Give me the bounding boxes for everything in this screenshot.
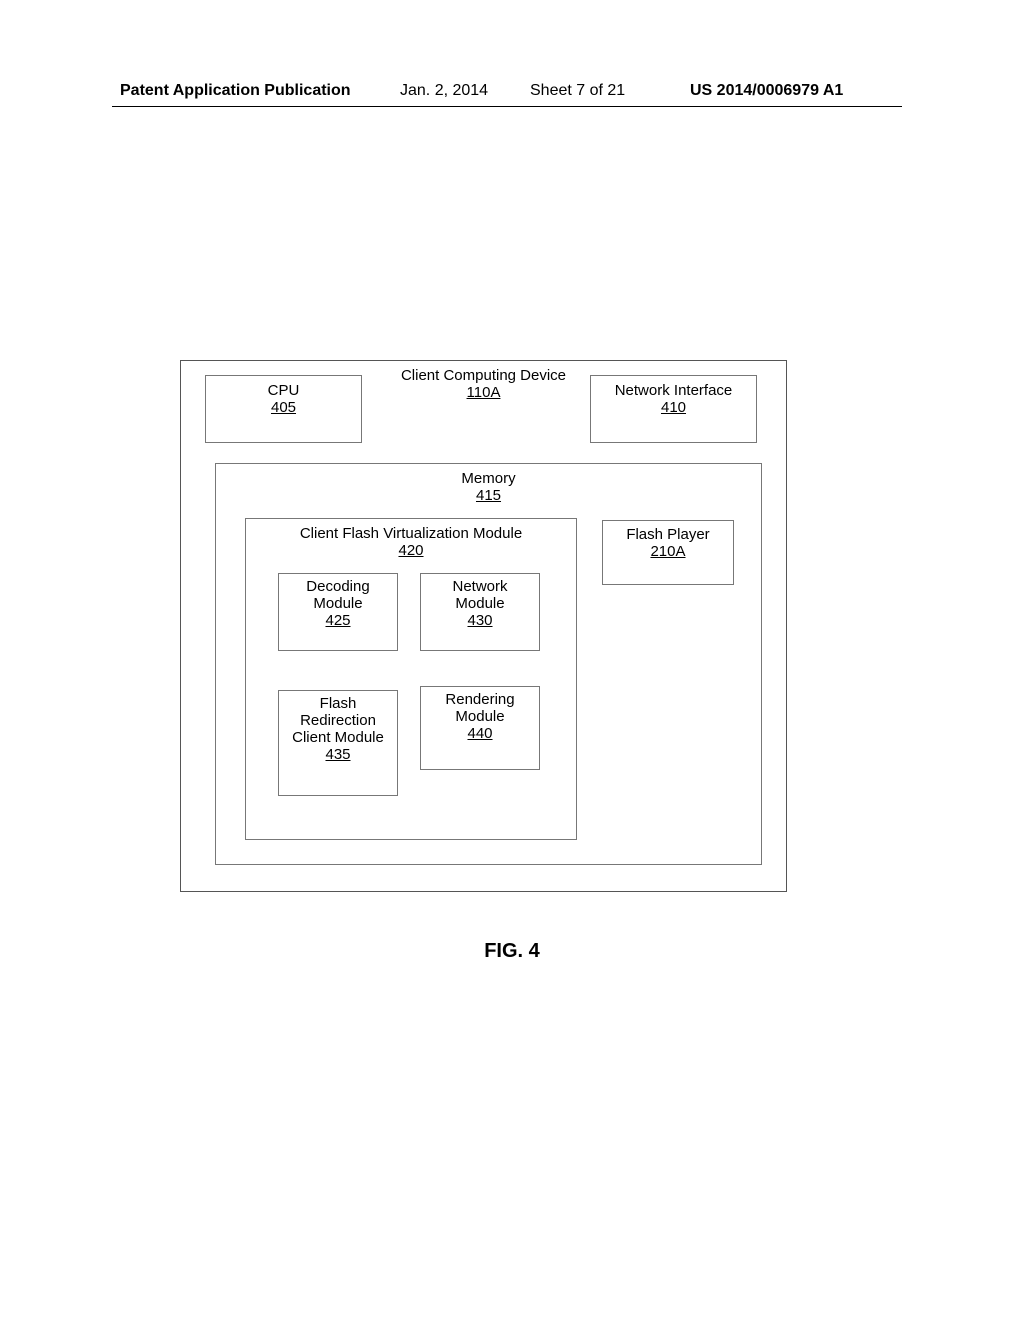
memory-ref: 415 <box>216 487 761 504</box>
flash-player-box: Flash Player 210A <box>602 520 734 585</box>
network-module-label-1: Network <box>421 578 539 595</box>
memory-title: Memory 415 <box>216 470 761 504</box>
decoding-ref: 425 <box>279 612 397 629</box>
flash-redir-label-3: Client Module <box>279 729 397 746</box>
rendering-module-box: Rendering Module 440 <box>420 686 540 770</box>
network-module-box: Network Module 430 <box>420 573 540 651</box>
header-publication: Patent Application Publication <box>120 82 351 100</box>
flash-redir-ref: 435 <box>279 746 397 763</box>
rendering-ref: 440 <box>421 725 539 742</box>
decoding-module-box: Decoding Module 425 <box>278 573 398 651</box>
flash-redir-label-1: Flash <box>279 695 397 712</box>
cfvm-label: Client Flash Virtualization Module <box>246 525 576 542</box>
cfvm-title: Client Flash Virtualization Module 420 <box>246 525 576 559</box>
decoding-label-1: Decoding <box>279 578 397 595</box>
flash-player-label: Flash Player <box>603 526 733 543</box>
header-sheet: Sheet 7 of 21 <box>530 82 625 100</box>
memory-label: Memory <box>216 470 761 487</box>
decoding-label-2: Module <box>279 595 397 612</box>
cfvm-ref: 420 <box>246 542 576 559</box>
header-rule <box>112 106 902 107</box>
network-module-ref: 430 <box>421 612 539 629</box>
cpu-box: CPU 405 <box>205 375 362 443</box>
network-module-label-2: Module <box>421 595 539 612</box>
rendering-label-1: Rendering <box>421 691 539 708</box>
flash-redirection-client-module-box: Flash Redirection Client Module 435 <box>278 690 398 796</box>
figure-caption: FIG. 4 <box>0 940 1024 963</box>
cpu-label: CPU <box>206 382 361 399</box>
page: Patent Application Publication Jan. 2, 2… <box>0 0 1024 1320</box>
network-interface-box: Network Interface 410 <box>590 375 757 443</box>
flash-redir-label-2: Redirection <box>279 712 397 729</box>
network-interface-ref: 410 <box>591 399 756 416</box>
cpu-ref: 405 <box>206 399 361 416</box>
flash-player-ref: 210A <box>603 543 733 560</box>
header-pubno: US 2014/0006979 A1 <box>690 82 843 100</box>
rendering-label-2: Module <box>421 708 539 725</box>
header-date: Jan. 2, 2014 <box>400 82 488 100</box>
network-interface-label: Network Interface <box>591 382 756 399</box>
